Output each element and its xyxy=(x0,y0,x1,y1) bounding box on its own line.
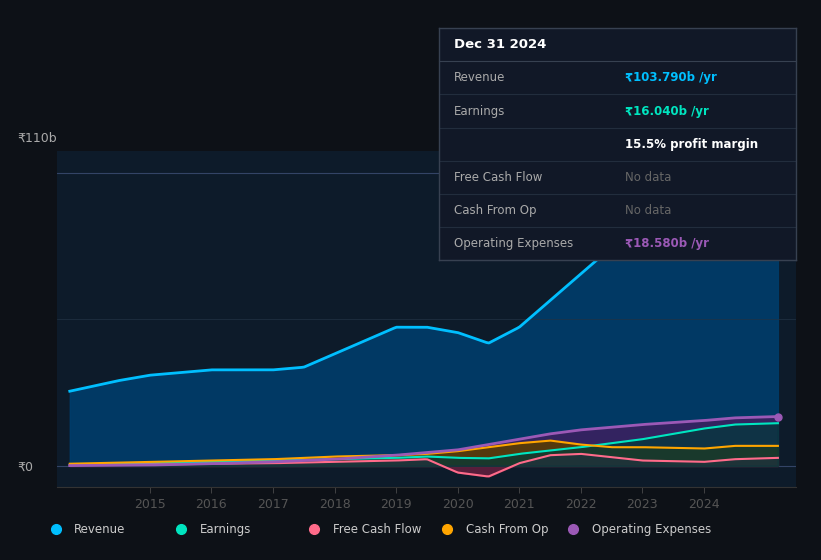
Text: 15.5% profit margin: 15.5% profit margin xyxy=(625,138,758,151)
Text: ₹0: ₹0 xyxy=(17,461,33,474)
Text: No data: No data xyxy=(625,171,672,184)
Text: Free Cash Flow: Free Cash Flow xyxy=(333,522,421,536)
Text: ₹110b: ₹110b xyxy=(17,132,57,144)
Text: Operating Expenses: Operating Expenses xyxy=(453,237,573,250)
Text: Revenue: Revenue xyxy=(75,522,126,536)
Text: Earnings: Earnings xyxy=(453,105,505,118)
Text: Revenue: Revenue xyxy=(453,71,505,85)
Text: Dec 31 2024: Dec 31 2024 xyxy=(453,38,546,51)
Text: ₹18.580b /yr: ₹18.580b /yr xyxy=(625,237,709,250)
Text: Operating Expenses: Operating Expenses xyxy=(591,522,711,536)
Text: Cash From Op: Cash From Op xyxy=(453,204,536,217)
Text: ₹103.790b /yr: ₹103.790b /yr xyxy=(625,71,717,85)
Text: Cash From Op: Cash From Op xyxy=(466,522,548,536)
Text: ₹16.040b /yr: ₹16.040b /yr xyxy=(625,105,709,118)
Text: Free Cash Flow: Free Cash Flow xyxy=(453,171,542,184)
Text: Earnings: Earnings xyxy=(200,522,251,536)
Text: No data: No data xyxy=(625,204,672,217)
